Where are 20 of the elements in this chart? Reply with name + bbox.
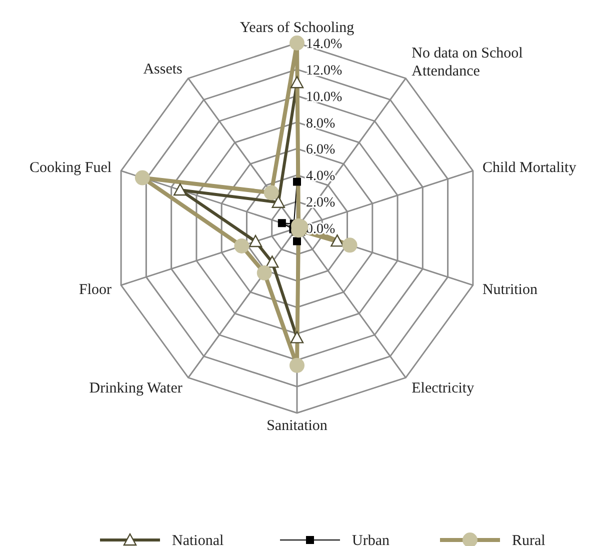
- spoke-label: Years of Schooling: [240, 20, 355, 36]
- legend-label: National: [172, 533, 224, 546]
- spoke-label: Sanitation: [266, 418, 328, 434]
- spoke-label: Child Mortality: [482, 160, 577, 176]
- y-tick-label: 12.0%: [306, 63, 342, 78]
- spoke-label: Electricity: [412, 380, 475, 396]
- spoke-label: No data on School Attendance: [412, 46, 523, 80]
- spoke-label: Drinking Water: [89, 380, 182, 396]
- y-tick-label: 14.0%: [306, 37, 342, 52]
- y-tick-label: 8.0%: [306, 116, 336, 132]
- y-tick-label: 10.0%: [306, 90, 342, 105]
- spoke-label: Cooking Fuel: [29, 160, 112, 176]
- spoke-label: Assets: [143, 62, 183, 78]
- spoke-label: Nutrition: [482, 282, 538, 298]
- y-tick-label: 2.0%: [306, 196, 336, 211]
- legend-label: Urban: [352, 533, 390, 546]
- spoke-label: Floor: [79, 282, 112, 298]
- y-tick-label: 4.0%: [306, 169, 336, 184]
- y-tick-label: 6.0%: [306, 142, 336, 158]
- legend-label: Rural: [512, 533, 546, 546]
